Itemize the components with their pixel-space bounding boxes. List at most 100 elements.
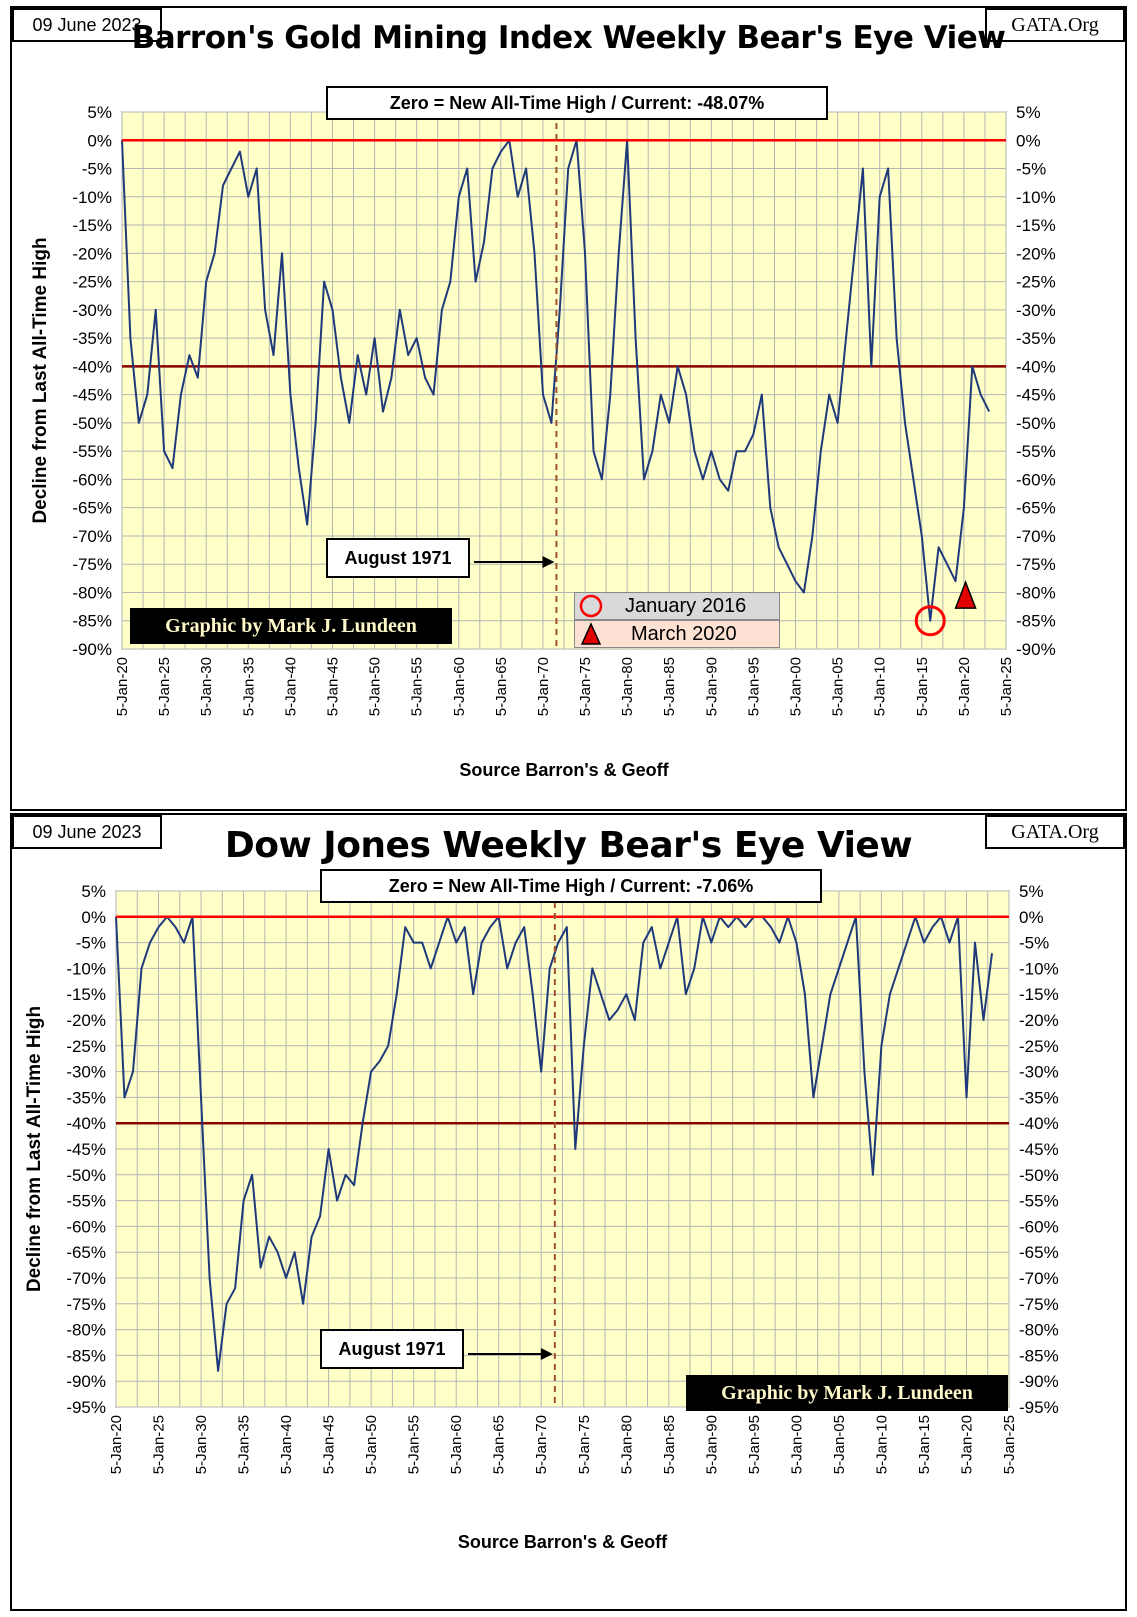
y-tick-label-right: -40% bbox=[1019, 1114, 1059, 1133]
chart2-svg: 5% 5% 0% 0% -5% -5% -10% -10% -15% -15% -20% -20% -2… bbox=[24, 882, 1059, 1552]
y-tick-label-left: -90% bbox=[72, 640, 112, 659]
y-tick-label-left: -30% bbox=[66, 1063, 106, 1082]
y-tick-label-right: -60% bbox=[1019, 1217, 1059, 1236]
chart1-title: Barron's Gold Mining Index Weekly Bear's… bbox=[131, 20, 1006, 56]
chart2-source-label: GATA.Org bbox=[985, 815, 1125, 849]
x-tick-label: 5-Jan-75 bbox=[577, 657, 594, 716]
y-tick-label-right: 5% bbox=[1019, 882, 1044, 901]
y-tick-label-left: -65% bbox=[66, 1243, 106, 1262]
series-line bbox=[115, 915, 993, 1372]
y-tick-label-right: -25% bbox=[1016, 273, 1056, 292]
x-tick-label: 5-Jan-75 bbox=[576, 1415, 593, 1474]
y-tick-label-right: -40% bbox=[1016, 357, 1056, 376]
y-tick-label-right: -70% bbox=[1016, 527, 1056, 546]
y-tick-label-right: -65% bbox=[1019, 1243, 1059, 1262]
x-tick-label: 5-Jan-80 bbox=[618, 1415, 635, 1474]
chart1-annotation: Zero = New All-Time High / Current: -48.… bbox=[326, 86, 828, 120]
y-tick-label-right: -10% bbox=[1016, 188, 1056, 207]
x-tick-label: 5-Jan-40 bbox=[278, 1415, 295, 1474]
dow-jones-chart-panel: 09 June 2023 GATA.Org Dow Jones Weekly B… bbox=[10, 813, 1127, 1611]
y-tick-label-right: -15% bbox=[1019, 985, 1059, 1004]
y-tick-label-left: -20% bbox=[72, 244, 112, 263]
arrow-head-icon bbox=[540, 1348, 553, 1360]
y-tick-label-right: -25% bbox=[1019, 1037, 1059, 1056]
y-tick-label-right: -90% bbox=[1019, 1372, 1059, 1391]
y-tick-label-right: -45% bbox=[1016, 386, 1056, 405]
x-tick-label: 5-Jan-25 bbox=[998, 657, 1015, 716]
y-tick-label-right: -30% bbox=[1016, 301, 1056, 320]
x-tick-label: 5-Jan-80 bbox=[619, 657, 636, 716]
y-tick-label-left: -30% bbox=[72, 301, 112, 320]
x-tick-label: 5-Jan-95 bbox=[745, 657, 762, 716]
y-tick-label-left: -65% bbox=[72, 499, 112, 518]
x-tick-label: 5-Jan-85 bbox=[661, 657, 678, 716]
chart1-legend-label: March 2020 bbox=[631, 622, 737, 645]
x-tick-label: 5-Jan-10 bbox=[873, 1415, 890, 1474]
chart2-date-label: 09 June 2023 bbox=[12, 815, 162, 849]
x-tick-label: 5-Jan-30 bbox=[193, 1415, 210, 1474]
chart1-credit: Graphic by Mark J. Lundeen bbox=[130, 608, 452, 644]
y-tick-label-left: -40% bbox=[66, 1114, 106, 1133]
y-tick-label-right: -55% bbox=[1019, 1192, 1059, 1211]
y-tick-label-left: -55% bbox=[72, 442, 112, 461]
x-tick-label: 5-Jan-35 bbox=[236, 1415, 253, 1474]
x-tick-label: 5-Jan-70 bbox=[535, 657, 552, 716]
x-tick-label: 5-Jan-20 bbox=[108, 1415, 125, 1474]
y-tick-label-left: -20% bbox=[66, 1011, 106, 1030]
x-tick-label: 5-Jan-50 bbox=[363, 1415, 380, 1474]
y-tick-label-left: -80% bbox=[66, 1321, 106, 1340]
y-tick-label-left: -10% bbox=[66, 959, 106, 978]
y-tick-label-right: -60% bbox=[1016, 470, 1056, 489]
y-tick-label-left: -10% bbox=[72, 188, 112, 207]
y-tick-label-left: -5% bbox=[82, 160, 112, 179]
y-tick-label-right: -65% bbox=[1016, 499, 1056, 518]
y-tick-label-right: -5% bbox=[1016, 160, 1046, 179]
gold-mining-chart-panel: 09 June 2023 GATA.Org Barron's Gold Mini… bbox=[10, 6, 1127, 811]
y-tick-label-right: 0% bbox=[1016, 131, 1041, 150]
chart1-svg: 5% 5% 0% 0% -5% -5% -10% -10% -15% -15% -20% -20% -2… bbox=[30, 103, 1056, 780]
y-tick-label-right: -85% bbox=[1016, 612, 1056, 631]
x-tick-label: 5-Jan-35 bbox=[240, 657, 257, 716]
y-tick-label-left: -85% bbox=[66, 1346, 106, 1365]
y-tick-label-right: 5% bbox=[1016, 103, 1041, 122]
y-tick-label-right: -85% bbox=[1019, 1346, 1059, 1365]
x-tick-label: 5-Jan-90 bbox=[703, 1415, 720, 1474]
x-tick-label: 5-Jan-20 bbox=[956, 657, 973, 716]
y-tick-label-left: 5% bbox=[81, 882, 106, 901]
chart1-date-label: 09 June 2023 bbox=[12, 8, 162, 42]
y-tick-label-left: -85% bbox=[72, 612, 112, 631]
y-tick-label-left: -50% bbox=[72, 414, 112, 433]
y-tick-label-right: -75% bbox=[1016, 555, 1056, 574]
y-tick-label-left: -90% bbox=[66, 1372, 106, 1391]
x-tick-label: 5-Jan-20 bbox=[958, 1415, 975, 1474]
x-tick-label: 5-Jan-25 bbox=[156, 657, 173, 716]
january-2016-circle-marker bbox=[914, 605, 946, 637]
x-tick-label: 5-Jan-00 bbox=[788, 657, 805, 716]
march-2020-triangle-marker bbox=[954, 580, 977, 609]
y-tick-label-right: -55% bbox=[1016, 442, 1056, 461]
circle-marker-icon bbox=[579, 594, 603, 618]
y-tick-label-left: -45% bbox=[72, 386, 112, 405]
chart1-legend-item-march-2020: March 2020 bbox=[574, 620, 780, 648]
x-tick-label: 5-Jan-40 bbox=[282, 657, 299, 716]
y-tick-label-left: -60% bbox=[66, 1217, 106, 1236]
triangle-marker-icon bbox=[580, 622, 602, 645]
y-tick-label-right: -80% bbox=[1019, 1321, 1059, 1340]
y-tick-label-right: -35% bbox=[1016, 329, 1056, 348]
y-tick-label-left: -35% bbox=[72, 329, 112, 348]
chart1-source-label: GATA.Org bbox=[985, 8, 1125, 42]
x-tick-label: 5-Jan-00 bbox=[788, 1415, 805, 1474]
y-tick-label-left: -40% bbox=[72, 357, 112, 376]
chart2-title: Dow Jones Weekly Bear's Eye View bbox=[224, 825, 913, 866]
y-tick-label-left: -55% bbox=[66, 1192, 106, 1211]
y-tick-label-left: -80% bbox=[72, 583, 112, 602]
x-tick-label: 5-Jan-15 bbox=[916, 1415, 933, 1474]
y-tick-label-right: -50% bbox=[1019, 1166, 1059, 1185]
y-tick-label-right: -20% bbox=[1016, 244, 1056, 263]
chart1-legend-item-january-2016: January 2016 bbox=[574, 592, 780, 620]
y-tick-label-left: -25% bbox=[72, 273, 112, 292]
y-tick-label-left: -70% bbox=[72, 527, 112, 546]
chart1-marker-label: August 1971 bbox=[326, 538, 470, 578]
x-tick-label: 5-Jan-85 bbox=[661, 1415, 678, 1474]
chart2-annotation: Zero = New All-Time High / Current: -7.0… bbox=[320, 869, 822, 903]
